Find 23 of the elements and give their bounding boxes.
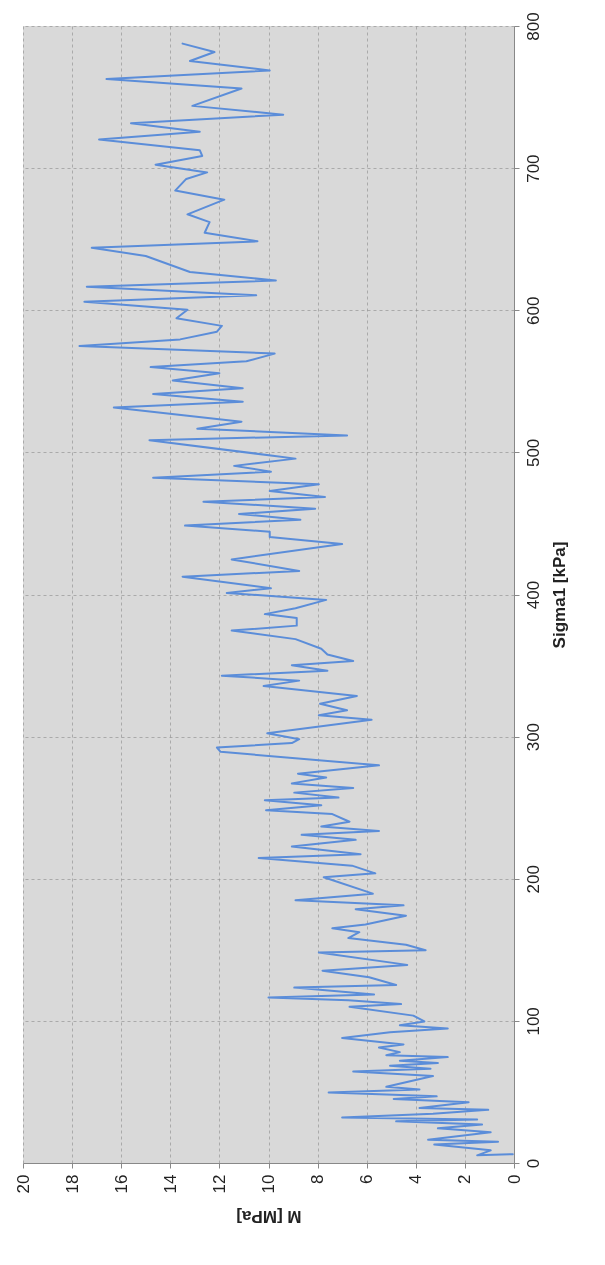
x-tick-label: 20 <box>13 1174 33 1194</box>
x-tick-label: 2 <box>455 1174 475 1184</box>
y-tick-label: 300 <box>523 722 543 752</box>
y-tick-label: 500 <box>523 438 543 468</box>
x-tick-label: 0 <box>504 1174 524 1184</box>
y-tick-label: 800 <box>523 12 543 41</box>
x-tick-label: 14 <box>160 1174 180 1194</box>
x-tick-label: 18 <box>62 1174 82 1194</box>
y-axis-title: Sigma1 [kPa] <box>549 541 569 649</box>
y-tick-label: 200 <box>523 865 543 894</box>
y-tick-label: 400 <box>523 580 543 610</box>
y-tick-label: 0 <box>523 1158 543 1169</box>
x-tick-label: 16 <box>111 1174 131 1194</box>
x-tick-label: 12 <box>209 1174 229 1194</box>
x-axis-title: M [MPa] <box>236 1207 302 1227</box>
x-tick-label: 6 <box>357 1174 377 1184</box>
x-tick-label: 8 <box>308 1174 328 1184</box>
y-tick-label: 100 <box>523 1007 543 1036</box>
line-series <box>78 42 514 1157</box>
x-tick-label: 4 <box>406 1174 426 1184</box>
y-tick-label: 600 <box>523 296 543 325</box>
x-tick-label: 10 <box>259 1174 278 1194</box>
y-tick-label: 700 <box>523 154 543 183</box>
